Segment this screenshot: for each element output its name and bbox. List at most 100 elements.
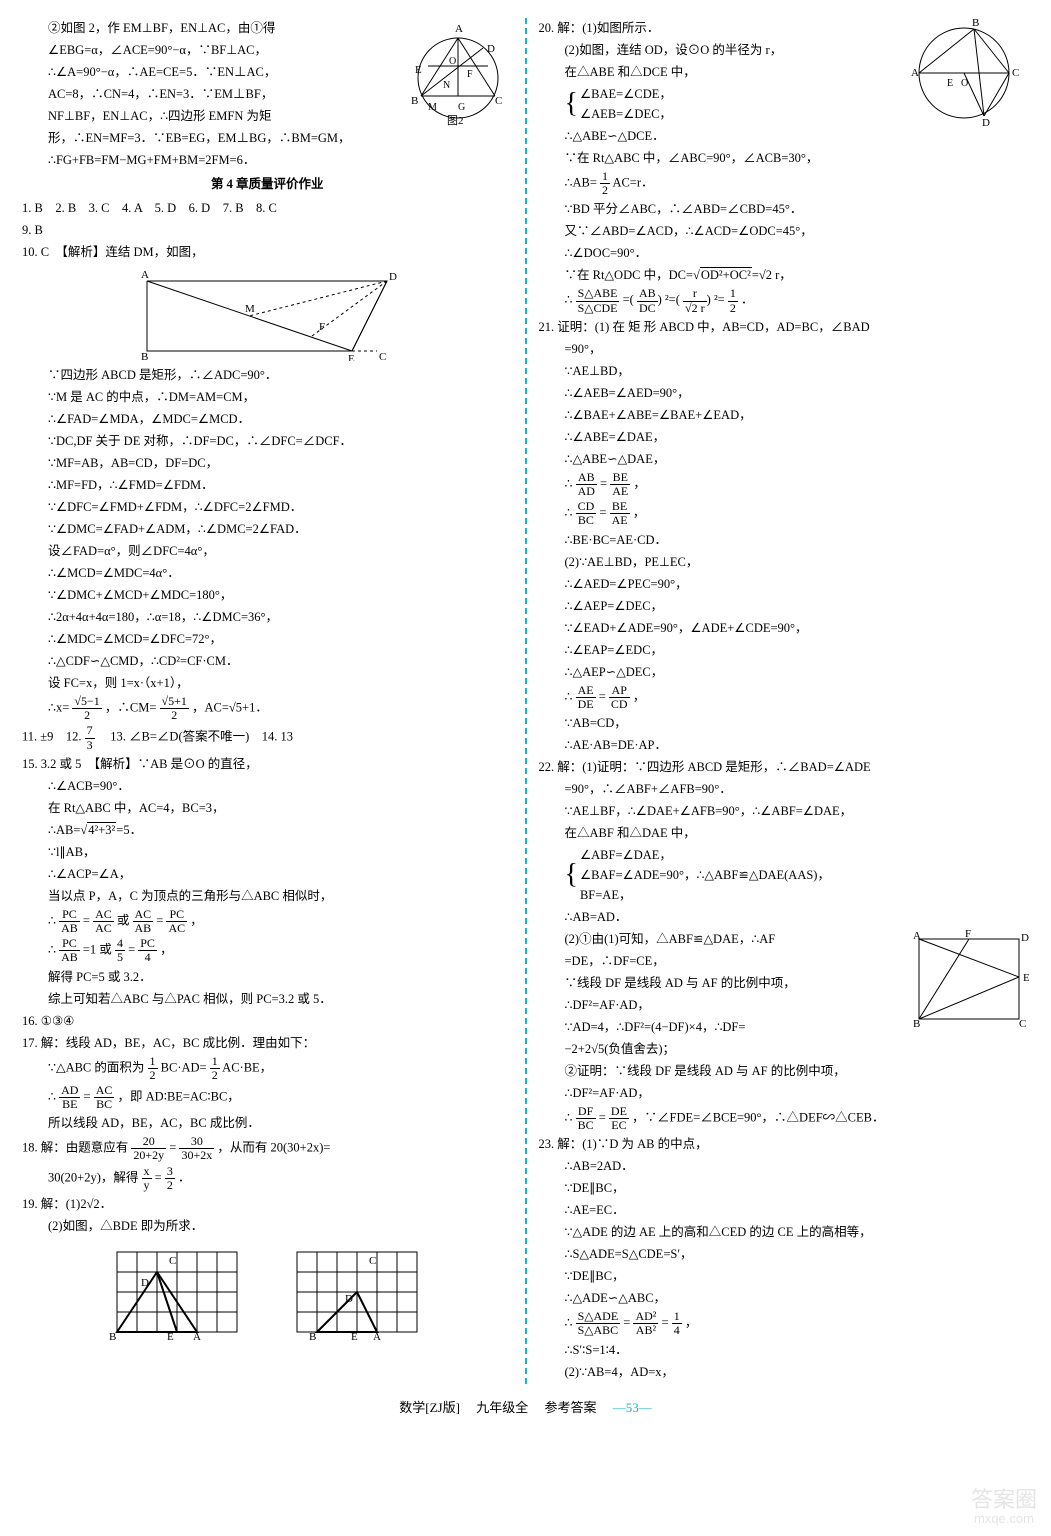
text-line: ∵∠DMC=∠FAD+∠ADM，∴∠DMC=2∠FAD． [22, 519, 513, 539]
left-column: A D E O F N B M G C 图2 ②如图 2，作 EM⊥BF，EN⊥… [22, 18, 527, 1384]
text-line: 所以线段 AD，BE，AC，BC 成比例． [22, 1113, 513, 1133]
text-line: ∴AB= 12 AC=r． [539, 170, 1030, 197]
svg-text:N: N [443, 80, 450, 91]
text-line: ∴2α+4α+4α=180，∴α=18，∴∠DMC=36°， [22, 607, 513, 627]
text-line: ∵DE∥BC， [539, 1178, 1030, 1198]
svg-text:B: B [109, 1331, 116, 1342]
svg-text:图2: 图2 [447, 114, 464, 127]
svg-text:B: B [141, 351, 148, 361]
text-line: ∵M 是 AC 的中点，∴DM=AM=CM， [22, 387, 513, 407]
svg-text:A: A [911, 67, 919, 79]
figure-q22-square: A F D E B C [909, 929, 1029, 1029]
text-line: ∴AE=EC． [539, 1200, 1030, 1220]
svg-text:C: C [495, 95, 502, 107]
text-line: ∴△ABE∽△DAE， [539, 449, 1030, 469]
svg-text:D: D [1021, 932, 1029, 944]
text-line: ∴∠ABE=∠DAE， [539, 427, 1030, 447]
svg-text:F: F [965, 929, 971, 940]
q17: 17. 解：线段 AD，BE，AC，BC 成比例．理由如下： [22, 1033, 513, 1053]
svg-text:D: D [982, 117, 990, 128]
svg-text:G: G [458, 102, 465, 113]
text-line: ∴AB=AD． [539, 907, 1030, 927]
q19: 19. 解：(1)2√2． [22, 1194, 513, 1214]
svg-text:F: F [467, 69, 473, 80]
grid-2: C D B E A [287, 1242, 427, 1342]
text-line: ∴AE·AB=DE·AP． [539, 735, 1030, 755]
figure-q10: A D M F B E C [137, 266, 397, 361]
svg-text:C: C [1012, 67, 1019, 79]
text-line: ∴△CDF∽△CMD，∴CD²=CF·CM． [22, 651, 513, 671]
svg-text:A: A [455, 23, 463, 35]
text-line: −2+2√5(负值舍去)； [539, 1039, 1030, 1059]
svg-text:D: D [141, 1277, 149, 1289]
svg-text:F: F [319, 321, 325, 333]
text-line: ∴ DFBC = DEEC ，∵∠FDE=∠BCE=90°，∴△DEF∽△CEB… [539, 1105, 1030, 1132]
text-line: ∴△ADE∽△ABC， [539, 1288, 1030, 1308]
text-line: 设∠FAD=α°，则∠DFC=4α°， [22, 541, 513, 561]
text-line: ∴△ABE∽△DCE． [539, 126, 1030, 146]
text-line: ∴ AEDE = APCD ， [539, 684, 1030, 711]
text-line: ∴ ABAD = BEAE ， [539, 471, 1030, 498]
text-line: ∴FG+FB=FM−MG+FM+BM=2FM=6． [22, 150, 513, 170]
text-line: ∵AE⊥BD， [539, 361, 1030, 381]
text-line: =90°，∴∠ABF+∠AFB=90°． [539, 779, 1030, 799]
text-line: ∴∠AEP=∠DEC， [539, 596, 1030, 616]
text-line: ∴∠ACB=90°． [22, 776, 513, 796]
mc-answers: 1. B 2. B 3. C 4. A 5. D 6. D 7. B 8. C [22, 198, 513, 218]
text-line: ∵在 Rt△ODC 中，DC=√OD²+OC²=√2 r， [539, 265, 1030, 285]
text-line: ∴ S△ABES△CDE =( ABDC) ²=( r√2 r) ²= 12 ． [539, 287, 1030, 314]
text-line: ∵MF=AB，AB=CD，DF=DC， [22, 453, 513, 473]
text-line: ∴∠DOC=90°． [539, 243, 1030, 263]
text-line: ∴MF=FD，∴∠FMD=∠FDM． [22, 475, 513, 495]
text-line: ∵DE∥BC， [539, 1266, 1030, 1286]
svg-text:D: D [345, 1293, 353, 1305]
svg-text:C: C [1019, 1018, 1026, 1029]
text-line: 解得 PC=5 或 3.2． [22, 967, 513, 987]
text-line: 在△ABF 和△DAE 中， [539, 823, 1030, 843]
figure-q20-circle: A B C D E O [899, 18, 1029, 128]
text-line: ∴∠MDC=∠MCD=∠DFC=72°， [22, 629, 513, 649]
text-line: (2)∵AB=4，AD=x， [539, 1362, 1030, 1382]
case-block: { ∠ABF=∠DAE， ∠BAF=∠ADE=90°，∴△ABF≌△DAE(AA… [539, 845, 1030, 905]
svg-text:C: C [169, 1255, 176, 1267]
svg-text:A: A [913, 930, 921, 942]
svg-text:A: A [141, 269, 149, 281]
watermark: 答案圈 mxqe.com [971, 1488, 1037, 1526]
svg-text:B: B [972, 18, 979, 29]
text-line: ∴∠EAP=∠EDC， [539, 640, 1030, 660]
page-footer: 数学[ZJ版] 九年级全 参考答案 —53— [22, 1398, 1029, 1419]
text-line: ∴△AEP∽△DEC， [539, 662, 1030, 682]
text-line: ∴S′∶S=1∶4． [539, 1340, 1030, 1360]
mc-answers-9: 9. B [22, 220, 513, 240]
svg-text:C: C [369, 1255, 376, 1267]
q16: 16. ①③④ [22, 1011, 513, 1031]
text-line: ∴∠MCD=∠MDC=4α°． [22, 563, 513, 583]
text-line: 又∵∠ABD=∠ACD，∴∠ACD=∠ODC=45°， [539, 221, 1030, 241]
text-line: ∴ PCAB =1 或 45 = PC4 ， [22, 937, 513, 964]
text-line: ∴∠BAE+∠ABE=∠BAE+∠EAD， [539, 405, 1030, 425]
svg-text:B: B [411, 95, 418, 107]
text-line: ∴ ADBE = ACBC ，即 AD∶BE=AC∶BC， [22, 1084, 513, 1111]
q21: 21. 证明：(1) 在 矩 形 ABCD 中，AB=CD，AD=BC，∠BAD [539, 317, 1030, 337]
q18: 18. 解：由题意应有 2020+2y = 3030+2x ，从而有 20(30… [22, 1135, 513, 1162]
text-line: ∵∠EAD+∠ADE=90°，∠ADE+∠CDE=90°， [539, 618, 1030, 638]
svg-text:E: E [947, 78, 953, 89]
text-line: =90°， [539, 339, 1030, 359]
text-line: 在 Rt△ABC 中，AC=4，BC=3， [22, 798, 513, 818]
svg-text:B: B [309, 1331, 316, 1342]
text-line: (2)如图，△BDE 即为所求． [22, 1216, 513, 1236]
text-line: ∴DF²=AF·AD， [539, 1083, 1030, 1103]
text-line: 形，∴EN=MF=3．∵EB=EG，EM⊥BG，∴BM=GM， [22, 128, 513, 148]
svg-text:C: C [379, 351, 386, 361]
text-line: ∴AB=√4²+3²=5． [22, 820, 513, 840]
q15: 15. 3.2 或 5 【解析】∵AB 是⊙O 的直径， [22, 754, 513, 774]
figure-2-circle: A D E O F N B M G C 图2 [403, 18, 513, 128]
svg-text:O: O [449, 56, 456, 67]
text-line: ∵四边形 ABCD 是矩形，∴∠ADC=90°． [22, 365, 513, 385]
text-line: ∴∠FAD=∠MDA，∠MDC=∠MCD． [22, 409, 513, 429]
text-line: ∵AB=CD， [539, 713, 1030, 733]
text-line: 当以点 P，A，C 为顶点的三角形与△ABC 相似时， [22, 886, 513, 906]
text-line: ∴∠AEB=∠AED=90°， [539, 383, 1030, 403]
text-line: ∵∠DFC=∠FMD+∠FDM，∴∠DFC=2∠FMD． [22, 497, 513, 517]
svg-text:E: E [351, 1331, 358, 1342]
